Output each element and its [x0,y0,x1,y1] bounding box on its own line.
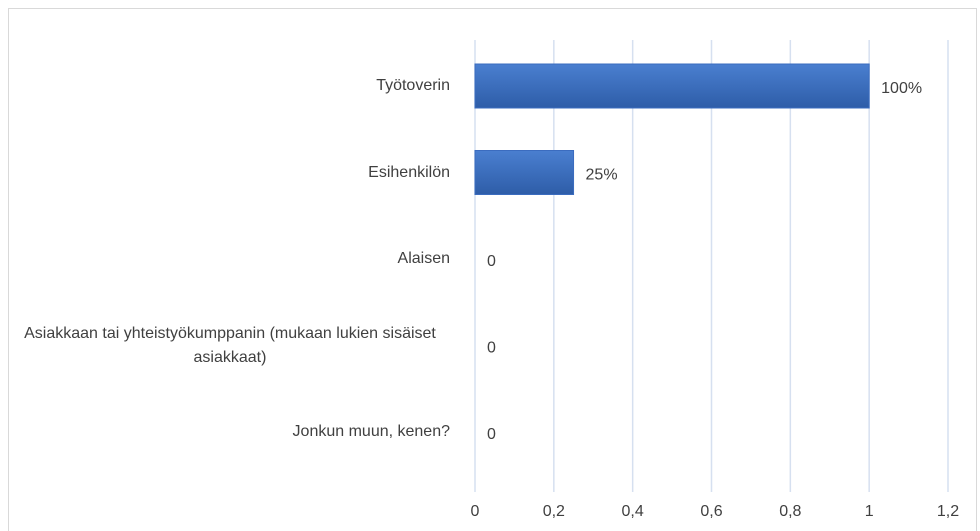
x-tick-label: 0,4 [622,503,644,520]
x-tick-label: 1 [865,503,874,520]
x-tick-label: 0,8 [779,503,801,520]
bar [474,150,575,195]
value-label: 0 [487,426,496,443]
x-tick-label: 0,2 [543,503,565,520]
value-label: 0 [487,340,496,357]
x-tick-label: 1,2 [937,503,959,520]
chart-border [8,8,977,531]
x-tick-label: 0,6 [700,503,722,520]
category-label: Asiakkaan tai yhteistyökumppanin (mukaan… [24,324,436,366]
bar [474,63,870,109]
category-label: Jonkun muun, kenen? [292,423,450,440]
category-label: Esihenkilön [368,163,450,181]
value-label: 0 [487,253,496,270]
x-tick-label: 0 [471,503,480,520]
category-label: Alaisen [397,250,450,267]
category-label: Työtoverin [376,77,450,94]
value-label: 100% [881,80,922,97]
value-label: 25% [586,167,618,184]
